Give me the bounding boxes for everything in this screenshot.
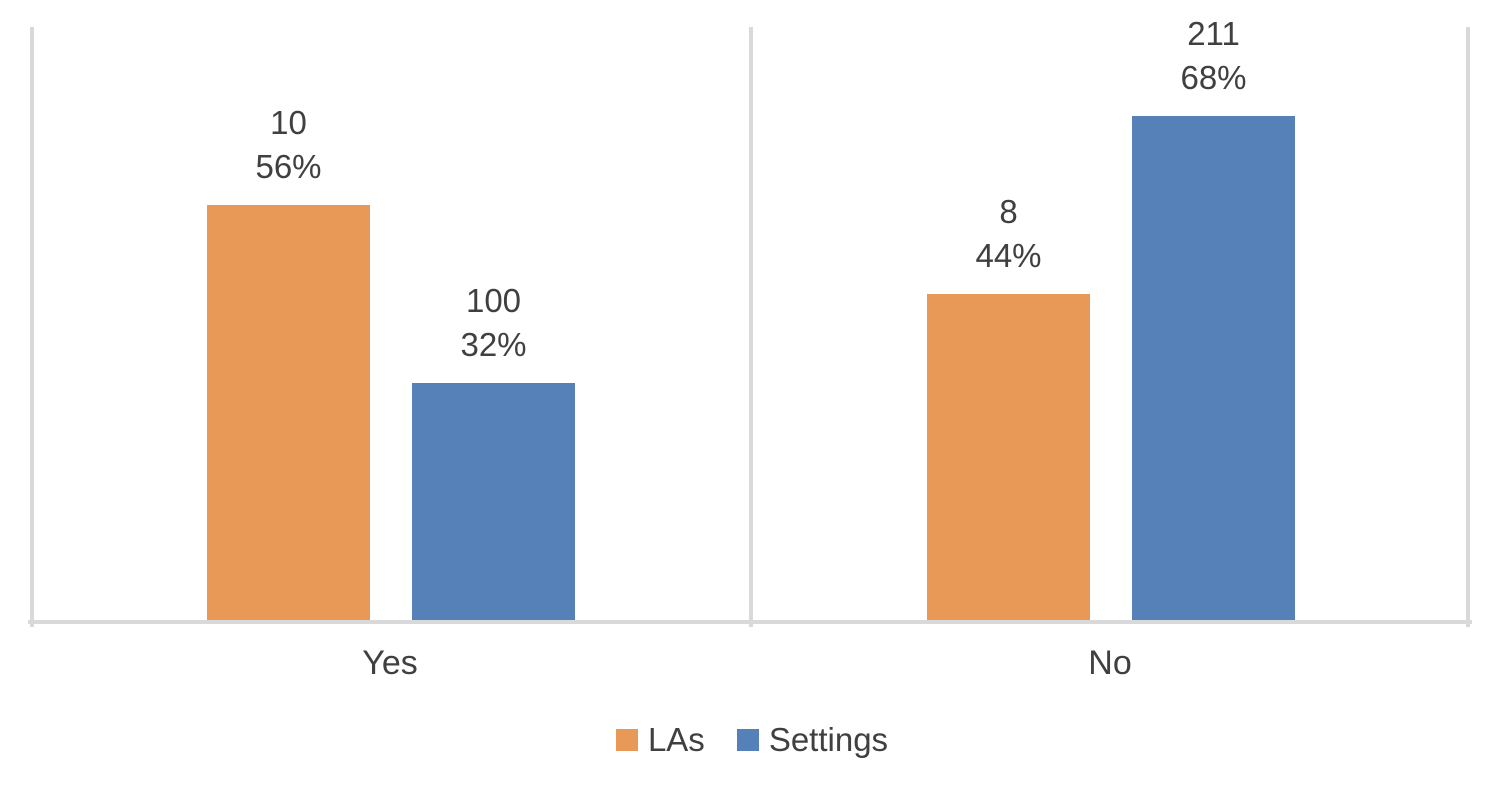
panel-no: 8 44% 211 68% — [750, 15, 1470, 620]
bar-yes-las — [207, 205, 370, 620]
legend-label-las: LAs — [647, 721, 705, 758]
legend-swatch-las-icon — [615, 729, 638, 751]
bar-no-settings — [1132, 116, 1295, 620]
bar-no-las — [927, 294, 1090, 620]
x-axis-line — [28, 620, 1472, 624]
panel-yes: 10 56% 100 32% — [30, 27, 750, 620]
plot-border-right — [1466, 27, 1470, 627]
panel-divider — [749, 27, 753, 627]
legend-label-settings: Settings — [768, 721, 889, 758]
data-label-yes-settings: 100 32% — [460, 282, 527, 363]
data-label-no-settings: 211 68% — [1180, 15, 1247, 96]
legend-item-las: LAs — [615, 721, 705, 758]
category-label-yes: Yes — [362, 644, 418, 682]
bar-yes-settings — [412, 383, 575, 620]
category-label-no: No — [1088, 644, 1132, 682]
plot-border-left — [30, 27, 34, 627]
legend-swatch-settings-icon — [736, 729, 759, 751]
plot-area: 10 56% 100 32% 8 44% 211 68% — [28, 15, 1472, 627]
data-label-no-las: 8 44% — [975, 193, 1042, 274]
legend: LAs Settings — [0, 722, 1504, 758]
legend-item-settings: Settings — [736, 721, 889, 758]
data-label-yes-las: 10 56% — [255, 104, 322, 185]
